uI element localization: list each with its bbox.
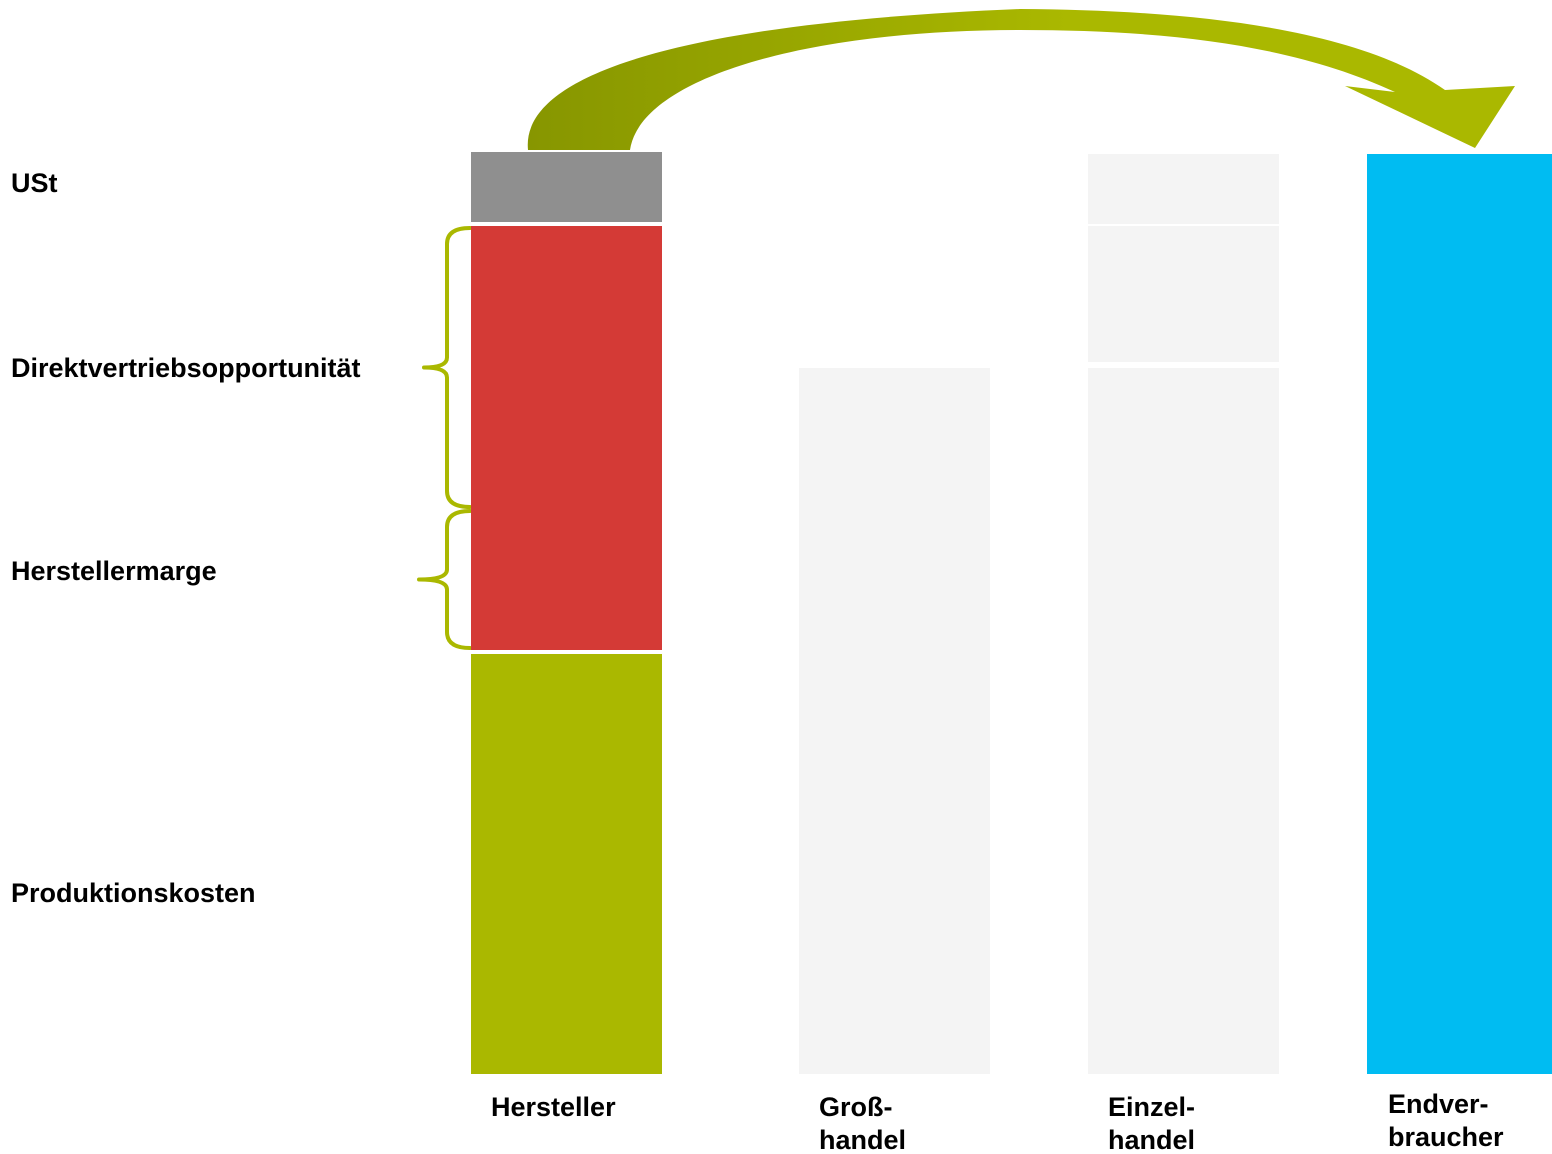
category-label-endver-braucher: Endver-braucher [1388, 1089, 1504, 1152]
bar-hersteller-segment-direktvertriebsopportunitaet [471, 226, 662, 509]
bar-einzel-handel-segment-2 [1088, 154, 1279, 224]
bar-einzel-handel-segment-0 [1088, 368, 1279, 1074]
bar-hersteller-segment-ust [471, 152, 662, 222]
bar-gross-handel-segment-0 [799, 509, 990, 1074]
row-label-herstellermarge: Herstellermarge [11, 556, 217, 586]
row-label-ust: USt [11, 168, 58, 198]
row-label-produktionskosten: Produktionskosten [11, 878, 256, 908]
bar-hersteller-segment-produktionskosten [471, 654, 662, 1074]
bar-endver-braucher-segment-0 [1367, 154, 1552, 1074]
category-label-einzel-handel: Einzel-handel [1108, 1092, 1195, 1154]
bar-hersteller-segment-herstellermarge [471, 509, 662, 650]
category-label-hersteller: Hersteller [491, 1092, 616, 1122]
flow-arrow [527, 9, 1515, 150]
bracket-herstellermarge [417, 509, 472, 650]
row-label-direktvertriebsopportunitaet: Direktvertriebsopportunität [11, 353, 361, 383]
bracket-direktvertriebsopportunitaet [422, 226, 472, 509]
bar-einzel-handel-segment-1 [1088, 226, 1279, 362]
bar-gross-handel-segment-1 [799, 368, 990, 509]
category-label-gross-handel: Groß-handel [819, 1092, 906, 1154]
